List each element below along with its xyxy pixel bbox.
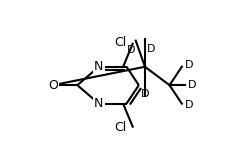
- Text: Cl: Cl: [114, 36, 126, 49]
- Text: D: D: [140, 89, 149, 99]
- Text: N: N: [94, 60, 103, 73]
- Text: D: D: [184, 100, 193, 110]
- Text: O: O: [48, 79, 57, 92]
- Text: Cl: Cl: [114, 121, 126, 134]
- Text: D: D: [187, 80, 196, 90]
- Text: N: N: [94, 97, 103, 110]
- Text: D: D: [126, 45, 135, 55]
- Text: D: D: [184, 60, 193, 70]
- Text: D: D: [146, 44, 154, 54]
